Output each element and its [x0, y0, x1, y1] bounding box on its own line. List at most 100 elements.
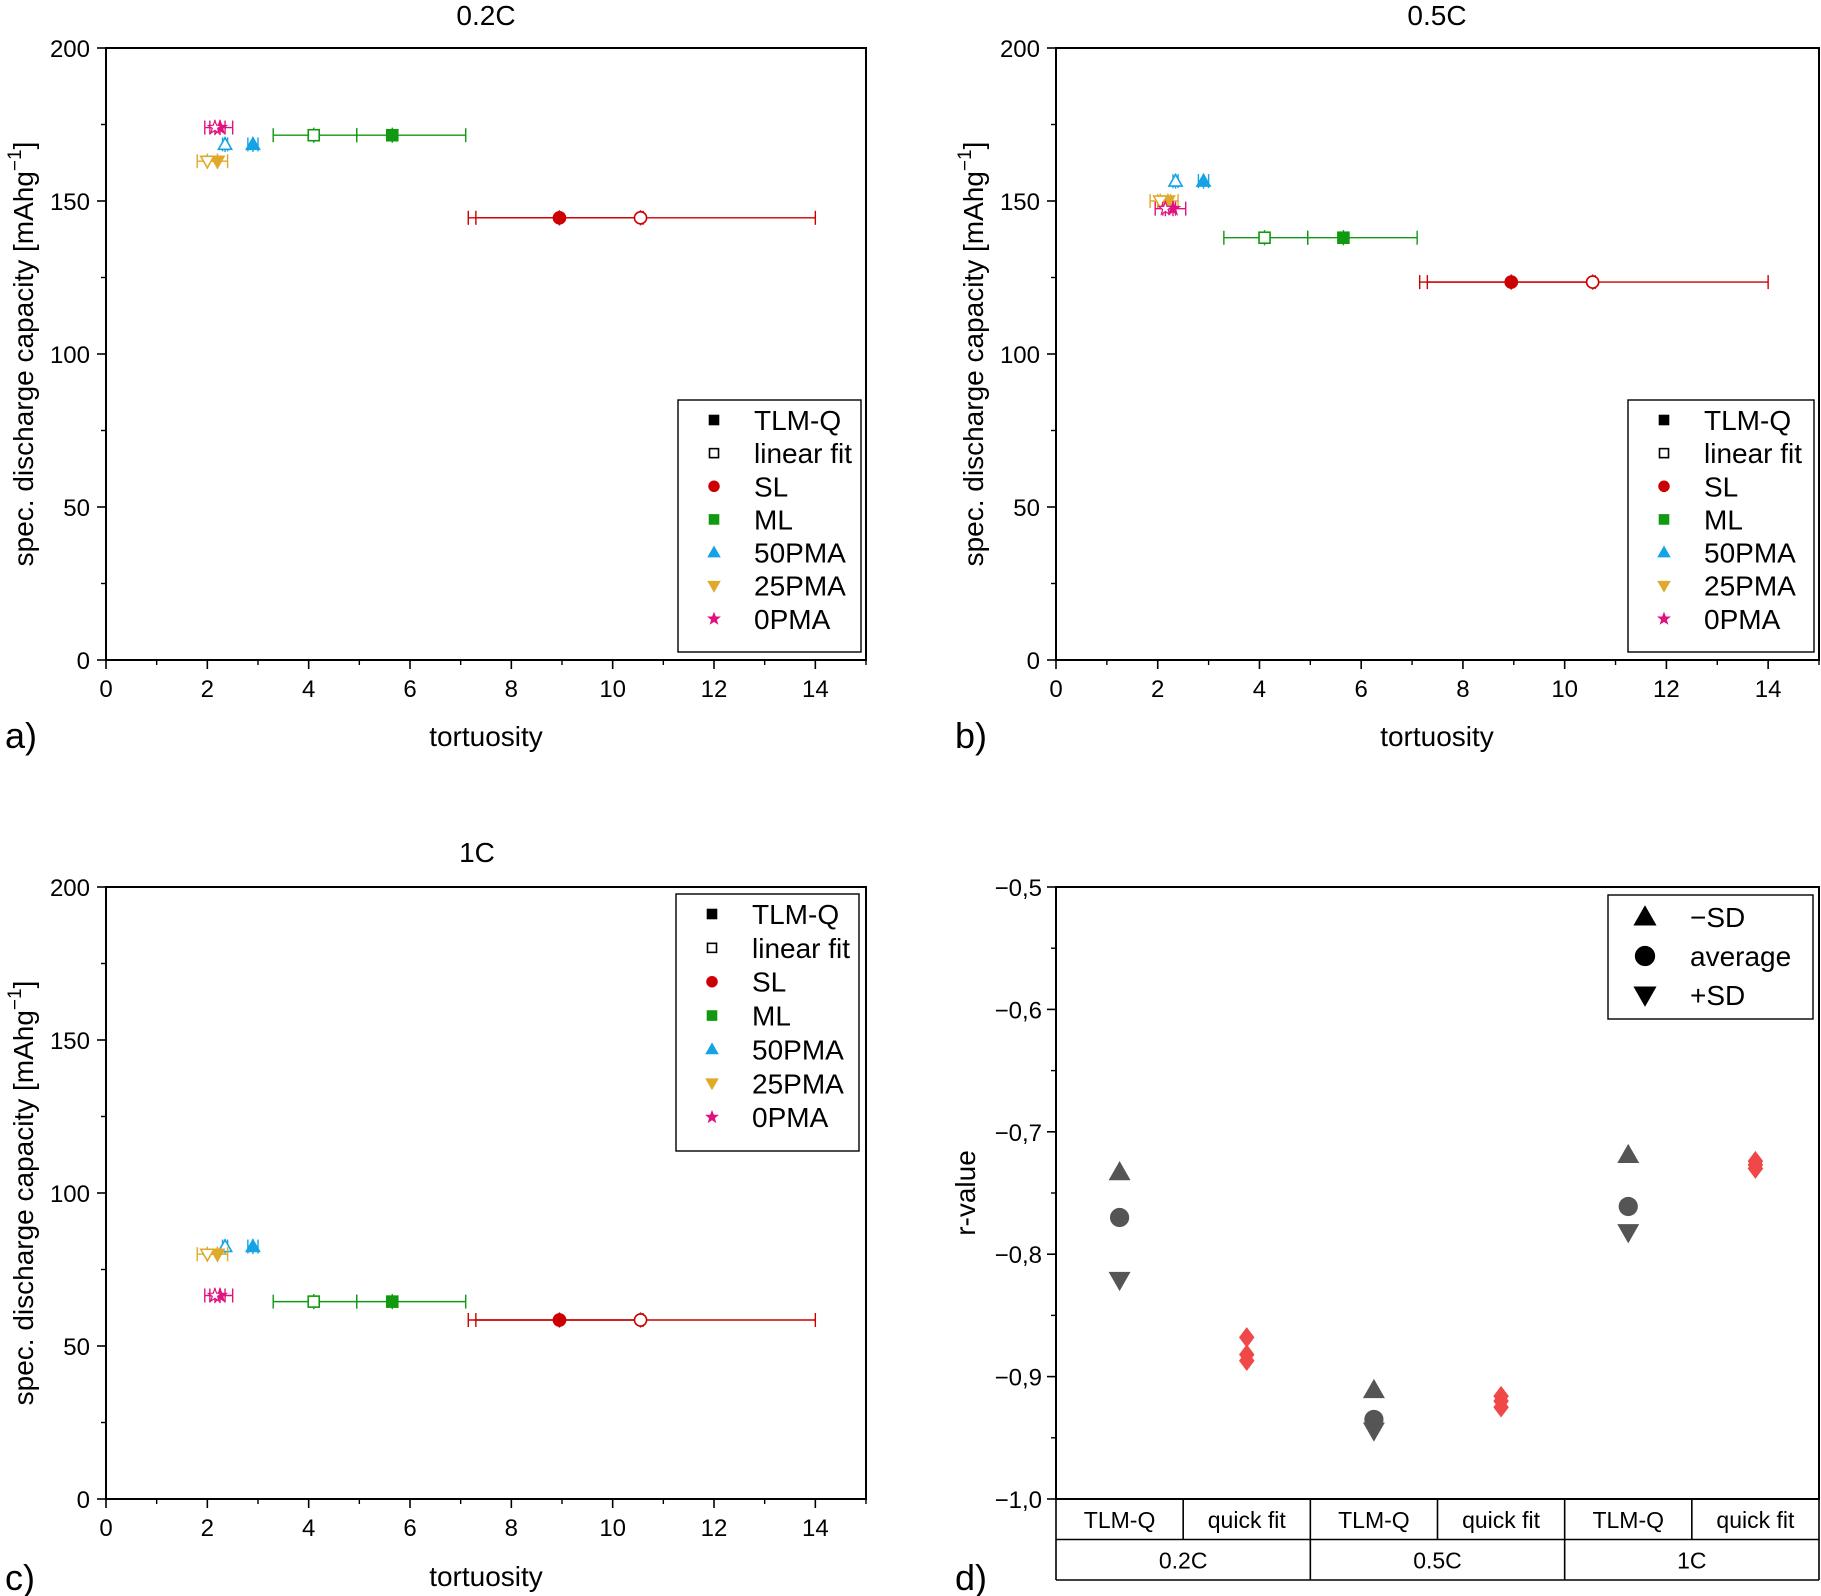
chart-title: 1C	[459, 837, 495, 868]
x-tick-label: 12	[701, 1515, 728, 1542]
legend-marker-ml	[1658, 514, 1670, 525]
x-tick-label: 14	[1755, 676, 1782, 703]
error-bar-ml-tlm-q	[1307, 230, 1418, 246]
point-sl-linear-fit	[633, 1313, 648, 1327]
point-ml-tlm-q	[385, 128, 399, 142]
x-tick-label: 6	[1355, 676, 1368, 703]
point-minus-sd-1	[1239, 1327, 1255, 1348]
legend-frame	[675, 893, 860, 1152]
x-tick-label: 8	[1456, 676, 1469, 703]
chart-title: 0.2C	[456, 0, 515, 31]
panel-label: d)	[955, 1557, 987, 1596]
legend-marker-linear-fit	[706, 942, 718, 954]
legend-label-25pma: 25PMA	[754, 571, 846, 602]
y-axis-label-main: spec. discharge capacity [mAhg	[958, 171, 989, 566]
legend-marker-25pma	[707, 580, 721, 593]
legend-label-sl: SL	[754, 471, 788, 502]
category-label-tlm-q: TLM-Q	[1084, 1507, 1156, 1533]
y-axis-label-main: spec. discharge capacity [mAhg	[8, 171, 39, 566]
y-axis-label-main: spec. discharge capacity [mAhg	[8, 1010, 39, 1405]
legend-frame	[1627, 399, 1815, 653]
point-50pma-tlm-q	[244, 1238, 261, 1253]
legend-label-average: average	[1690, 941, 1791, 972]
y-tick-label: −0,5	[995, 875, 1042, 902]
point-50pma-linear-fit	[1167, 172, 1184, 187]
legend-label-tlm-q: TLM-Q	[754, 405, 841, 436]
legend-marker-linear-fit	[708, 447, 720, 459]
panel-c: 0 2 4 6 8 10 12 14 0 50 100 150 200 1C tortuosity spec.…	[5, 837, 867, 1596]
point-plus-sd-2	[1362, 1422, 1385, 1442]
y-tick-label: −0,7	[995, 1120, 1042, 1147]
legend: −SD average +SD	[1607, 894, 1814, 1020]
legend-label-ml: ML	[1704, 504, 1743, 535]
panel-label: c)	[5, 1557, 35, 1596]
legend-marker-tlm-q	[1658, 414, 1670, 426]
legend-marker-tlm-q	[708, 414, 720, 426]
legend-marker-25pma	[705, 1078, 719, 1091]
legend-marker-sl	[706, 975, 718, 988]
point-average-0	[1109, 1207, 1130, 1228]
legend-marker-average	[1634, 945, 1656, 967]
x-tick-label: 6	[403, 676, 416, 703]
y-axis-label-end: ]	[958, 142, 989, 150]
y-tick-label: 100	[50, 342, 90, 369]
point-minus-sd-0	[1108, 1160, 1131, 1181]
x-tick-label: 0	[1049, 676, 1062, 703]
x-tick-label: 2	[201, 676, 214, 703]
x-tick-label: 2	[201, 1515, 214, 1542]
panel-a: 0 2 4 6 8 10 12 14 0 50 100 150 200 0.2C tortuosity spe…	[5, 0, 867, 756]
x-tick-label: 4	[1253, 676, 1266, 703]
x-tick-label: 10	[599, 676, 626, 703]
x-tick-label: 10	[1551, 676, 1578, 703]
x-tick-label: 4	[302, 676, 315, 703]
y-tick-label: −1,0	[995, 1487, 1042, 1514]
y-axis-label: spec. discharge capacity [mAhg−1]	[955, 142, 989, 567]
legend-marker-0pma	[705, 1109, 719, 1124]
point-sl-linear-fit	[633, 210, 648, 225]
legend-marker-ml	[706, 1010, 718, 1021]
point-ml-linear-fit	[307, 1295, 321, 1308]
legend-marker-0pma	[707, 611, 721, 625]
y-tick-label: −0,6	[995, 997, 1042, 1024]
category-label-tlm-q: TLM-Q	[1338, 1507, 1410, 1533]
x-tick-label: 14	[802, 676, 829, 703]
category-label-tlm-q: TLM-Q	[1592, 1507, 1664, 1533]
point-50pma-tlm-q	[1195, 172, 1212, 187]
legend-label-sl: SL	[1704, 471, 1738, 502]
y-axis-label: spec. discharge capacity [mAhg−1]	[5, 142, 39, 567]
category-label-quick-fit: quick fit	[1208, 1507, 1287, 1533]
x-axis-label: tortuosity	[429, 1561, 543, 1592]
legend-label-0pma: 0PMA	[1704, 604, 1781, 635]
y-axis-label-sup: −1	[5, 149, 26, 171]
x-axis-label: tortuosity	[429, 721, 543, 752]
legend-label-25pma: 25PMA	[1704, 571, 1796, 602]
point-ml-linear-fit	[1258, 231, 1271, 245]
group-label-0-2c: 0.2C	[1159, 1548, 1208, 1574]
legend-marker-ml	[708, 514, 720, 525]
y-tick-label: 150	[50, 189, 90, 216]
legend-marker-tlm-q	[706, 908, 718, 920]
x-axis-label: tortuosity	[1380, 721, 1494, 752]
legend-label-25pma: 25PMA	[752, 1068, 844, 1099]
group-label-0-5c: 0.5C	[1413, 1548, 1462, 1574]
y-axis-label-end: ]	[8, 142, 39, 150]
legend-marker-50pma	[705, 1042, 719, 1055]
legend-label-ml: ML	[754, 504, 793, 535]
panel-b: 0 2 4 6 8 10 12 14 0 50 100 150 200 0.5C tortuosity spe…	[955, 0, 1820, 756]
legend-label-linear-fit: linear fit	[752, 933, 850, 964]
x-tick-label: 6	[403, 1515, 416, 1542]
legend-marker-25pma	[1657, 580, 1671, 593]
point-plus-sd-5	[1747, 1158, 1764, 1179]
point-ml-linear-fit	[307, 128, 321, 142]
point-0pma-linear-fit	[1157, 200, 1174, 216]
y-tick-label: −0,9	[995, 1365, 1042, 1392]
legend-marker-linear-fit	[1658, 447, 1670, 459]
y-tick-label: 150	[1000, 189, 1040, 216]
legend-label-50pma: 50PMA	[1704, 538, 1796, 569]
point-0pma-linear-fit	[206, 118, 224, 135]
y-axis-label-sup: −1	[955, 149, 976, 171]
point-minus-sd-4	[1617, 1143, 1640, 1164]
